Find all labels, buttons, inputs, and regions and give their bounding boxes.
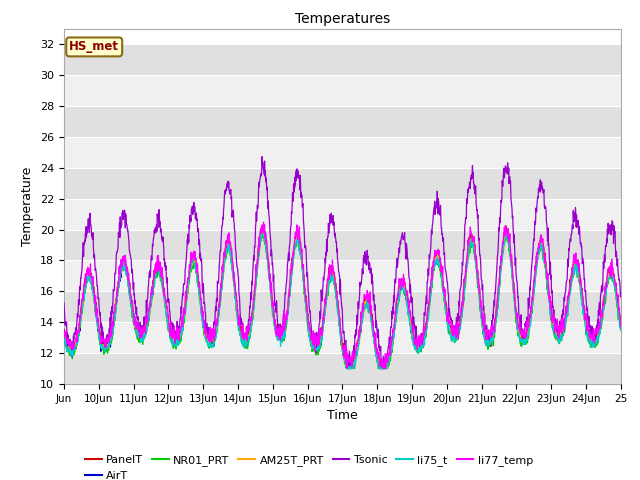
Bar	[64, 229, 621, 261]
Bar	[64, 322, 621, 353]
Bar	[64, 199, 621, 229]
Title: Temperatures: Temperatures	[295, 12, 390, 26]
Bar	[64, 44, 621, 75]
Bar	[64, 137, 621, 168]
Text: HS_met: HS_met	[69, 40, 119, 53]
Legend: PanelT, AirT, NR01_PRT, AM25T_PRT, Tsonic, li75_t, li77_temp: PanelT, AirT, NR01_PRT, AM25T_PRT, Tsoni…	[81, 451, 538, 480]
Bar	[64, 291, 621, 322]
Bar	[64, 75, 621, 106]
Bar	[64, 261, 621, 291]
Bar	[64, 106, 621, 137]
Y-axis label: Temperature: Temperature	[22, 167, 35, 246]
X-axis label: Time: Time	[327, 409, 358, 422]
Bar	[64, 168, 621, 199]
Bar	[64, 353, 621, 384]
